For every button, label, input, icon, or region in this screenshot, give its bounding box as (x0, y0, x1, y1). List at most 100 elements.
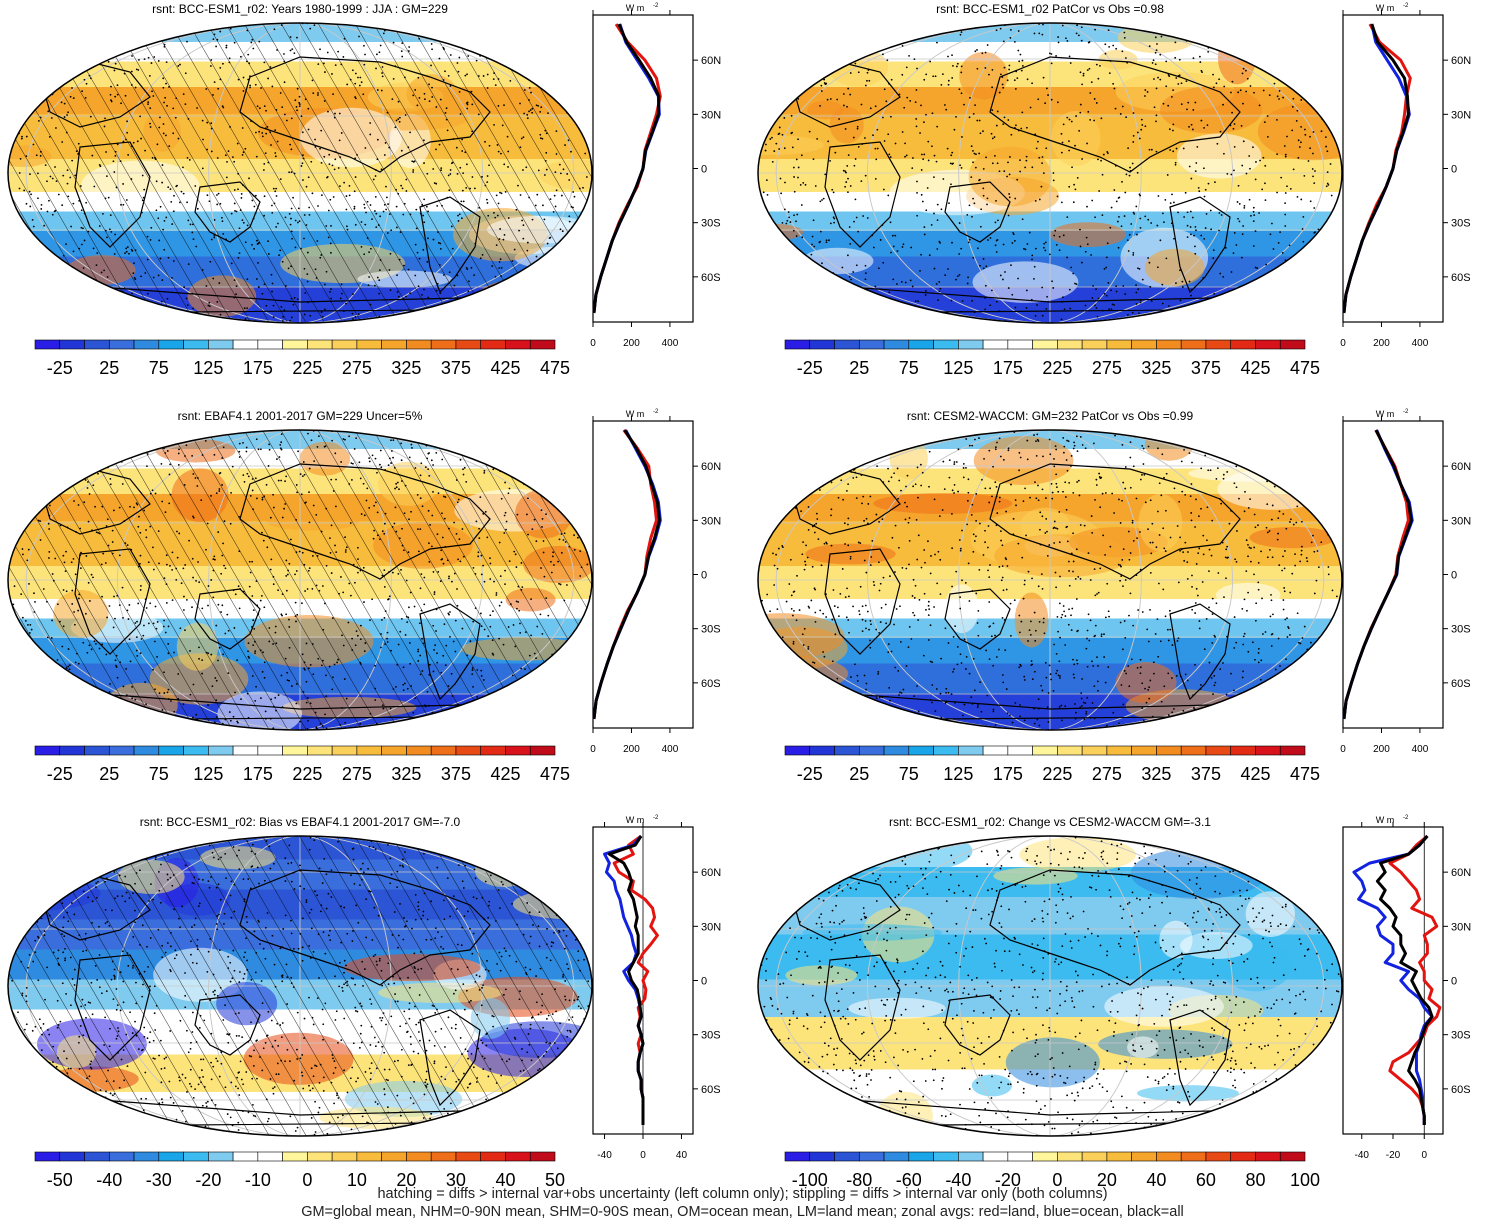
colorbar-swatch (1057, 339, 1083, 350)
colorbar-tick-label: -100 (792, 1170, 828, 1190)
panel-title-3: rsnt: EBAF4.1 2001-2017 GM=229 Uncer=5% (177, 409, 423, 423)
colorbar-swatch (1156, 339, 1182, 350)
zonal-frame (1342, 826, 1444, 1135)
zonal-profile-2: W m -2 0 200 400 60N 30N 0 30S 60S (1340, 3, 1471, 349)
colorbar-tick-label: 30 (446, 1170, 466, 1190)
zonal-ytick-label: 0 (1451, 164, 1457, 176)
colorbar-tick-label: 75 (899, 358, 919, 378)
colorbar-swatch (1131, 339, 1157, 350)
zonal-xtick-label: 0 (1340, 744, 1346, 755)
colorbar-swatch (1081, 339, 1108, 350)
colorbar-swatch (784, 339, 811, 350)
colorbar-swatch (982, 745, 1009, 756)
colorbar-swatch (1205, 745, 1232, 756)
colorbar-swatch (1180, 745, 1207, 756)
panel-title-4: rsnt: CESM2-WACCM: GM=232 PatCor vs Obs … (906, 409, 1194, 423)
zonal-ytick-label: 30S (1451, 624, 1471, 636)
zonal-series-line (1375, 835, 1434, 1125)
colorbar-6: -100 -80 -60 -40 -20 0 20 40 60 80 100 (784, 1151, 1320, 1190)
colorbar-swatch (1255, 339, 1281, 350)
colorbar-swatch (183, 745, 209, 756)
colorbar-swatch (356, 1151, 382, 1162)
colorbar-tick-label: 175 (993, 764, 1023, 784)
zonal-xtick-label: 200 (623, 338, 640, 349)
colorbar-tick-label: 50 (545, 1170, 565, 1190)
zonal-ytick-label: 60S (1451, 1084, 1471, 1096)
zonal-ytick-label: 0 (701, 976, 707, 988)
panel-title-6: rsnt: BCC-ESM1_r02: Change vs CESM2-WACC… (889, 815, 1211, 829)
colorbar-tick-label: 75 (149, 764, 169, 784)
colorbar-tick-label: -20 (995, 1170, 1021, 1190)
colorbar-swatch (1032, 745, 1058, 756)
colorbar-swatch (331, 339, 358, 350)
colorbar-swatch (834, 745, 860, 756)
zonal-ytick-label: 60S (1451, 272, 1471, 284)
colorbar-tick-label: -80 (846, 1170, 872, 1190)
colorbar-swatch (208, 745, 234, 756)
zonal-ytick-label: 30S (701, 624, 721, 636)
colorbar-swatch (958, 745, 984, 756)
colorbar-swatch (1131, 1151, 1157, 1162)
colorbar-tick-label: 20 (396, 1170, 416, 1190)
zonal-xtick-label: 400 (1412, 744, 1429, 755)
colorbar-tick-label: -10 (245, 1170, 271, 1190)
colorbar-swatch (1156, 1151, 1182, 1162)
colorbar-tick-label: 0 (302, 1170, 312, 1190)
colorbar-swatch (858, 339, 885, 350)
colorbar-swatch (1131, 745, 1157, 756)
zonal-ytick-label: 60S (701, 1084, 721, 1096)
zonal-ytick-label: 30N (701, 921, 721, 933)
zonal-unit-exponent: -2 (1403, 3, 1409, 9)
zonal-xtick-label: 400 (1412, 338, 1429, 349)
colorbar-tick-label: -25 (797, 764, 823, 784)
colorbar-swatch (282, 1151, 308, 1162)
colorbar-tick-label: 40 (1146, 1170, 1166, 1190)
colorbar-tick-label: 425 (1240, 358, 1270, 378)
colorbar-swatch (883, 745, 910, 756)
colorbar-tick-label: 20 (1097, 1170, 1117, 1190)
colorbar-swatch (208, 339, 234, 350)
colorbar-swatch (834, 339, 860, 350)
zonal-ytick-label: 0 (1451, 570, 1457, 582)
colorbar-tick-label: -60 (896, 1170, 922, 1190)
map-panel-4 (757, 429, 1343, 731)
colorbar-swatch (1081, 1151, 1108, 1162)
zonal-xtick-label: 200 (1373, 744, 1390, 755)
colorbar-swatch (1230, 1151, 1256, 1162)
colorbar-tick-label: 375 (1191, 764, 1221, 784)
zonal-unit-exponent: -2 (1403, 815, 1409, 821)
colorbar-tick-label: -25 (47, 764, 73, 784)
colorbar-tick-label: 100 (1290, 1170, 1320, 1190)
colorbar-swatch (529, 1151, 556, 1162)
colorbar-swatch (381, 745, 407, 756)
colorbar-swatch (1081, 745, 1108, 756)
zonal-ytick-label: 30N (701, 515, 721, 527)
zonal-ytick-label: 30N (1451, 109, 1471, 121)
colorbar-tick-label: 25 (849, 358, 869, 378)
colorbar-5: -50 -40 -30 -20 -10 0 10 20 30 40 50 (34, 1151, 565, 1190)
zonal-unit-label: W m (626, 815, 645, 825)
zonal-series-line (603, 835, 645, 1125)
zonal-series-line (607, 835, 645, 1125)
colorbar-tick-label: 125 (943, 358, 973, 378)
colorbar-swatch (331, 745, 358, 756)
colorbar-swatch (430, 1151, 457, 1162)
colorbar-swatch (480, 339, 506, 350)
colorbar-tick-label: 175 (243, 358, 273, 378)
colorbar-swatch (505, 339, 531, 350)
colorbar-swatch (406, 745, 432, 756)
colorbar-swatch (430, 339, 457, 350)
zonal-ytick-label: 30S (1451, 218, 1471, 230)
colorbar-swatch (982, 1151, 1009, 1162)
colorbar-swatch (84, 339, 110, 350)
colorbar-swatch (307, 339, 333, 350)
colorbar-tick-label: 25 (99, 764, 119, 784)
zonal-ytick-label: 30S (701, 1030, 721, 1042)
colorbar-swatch (430, 745, 457, 756)
colorbar-tick-label: 475 (540, 358, 570, 378)
colorbar-swatch (1156, 745, 1182, 756)
colorbar-tick-label: 325 (1141, 764, 1171, 784)
colorbar-swatch (108, 745, 135, 756)
colorbar-tick-label: -20 (195, 1170, 221, 1190)
map-panel-1 (7, 22, 593, 324)
